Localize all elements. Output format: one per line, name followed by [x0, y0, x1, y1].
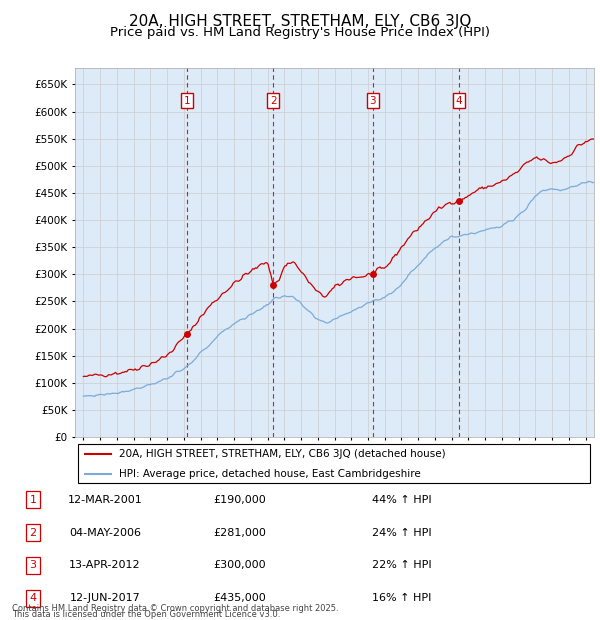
Text: 12-MAR-2001: 12-MAR-2001 — [68, 495, 142, 505]
Text: 4: 4 — [456, 95, 463, 106]
Text: 12-JUN-2017: 12-JUN-2017 — [70, 593, 140, 603]
Text: £281,000: £281,000 — [214, 528, 266, 538]
Text: 3: 3 — [29, 560, 37, 570]
Text: £435,000: £435,000 — [214, 593, 266, 603]
Text: £300,000: £300,000 — [214, 560, 266, 570]
Text: 4: 4 — [29, 593, 37, 603]
Text: Contains HM Land Registry data © Crown copyright and database right 2025.: Contains HM Land Registry data © Crown c… — [12, 603, 338, 613]
Text: Price paid vs. HM Land Registry's House Price Index (HPI): Price paid vs. HM Land Registry's House … — [110, 26, 490, 39]
Text: 1: 1 — [184, 95, 190, 106]
Text: £190,000: £190,000 — [214, 495, 266, 505]
FancyBboxPatch shape — [77, 445, 590, 483]
Text: 2: 2 — [29, 528, 37, 538]
Text: 44% ↑ HPI: 44% ↑ HPI — [372, 495, 431, 505]
Text: 20A, HIGH STREET, STRETHAM, ELY, CB6 3JQ: 20A, HIGH STREET, STRETHAM, ELY, CB6 3JQ — [129, 14, 471, 29]
Text: 2: 2 — [270, 95, 277, 106]
Text: 16% ↑ HPI: 16% ↑ HPI — [372, 593, 431, 603]
Text: 20A, HIGH STREET, STRETHAM, ELY, CB6 3JQ (detached house): 20A, HIGH STREET, STRETHAM, ELY, CB6 3JQ… — [119, 449, 446, 459]
Text: 04-MAY-2006: 04-MAY-2006 — [69, 528, 141, 538]
Text: 3: 3 — [370, 95, 376, 106]
Text: HPI: Average price, detached house, East Cambridgeshire: HPI: Average price, detached house, East… — [119, 469, 421, 479]
Text: 1: 1 — [29, 495, 37, 505]
Text: 13-APR-2012: 13-APR-2012 — [69, 560, 141, 570]
Text: 24% ↑ HPI: 24% ↑ HPI — [372, 528, 431, 538]
Text: 22% ↑ HPI: 22% ↑ HPI — [372, 560, 431, 570]
Text: This data is licensed under the Open Government Licence v3.0.: This data is licensed under the Open Gov… — [12, 609, 280, 619]
